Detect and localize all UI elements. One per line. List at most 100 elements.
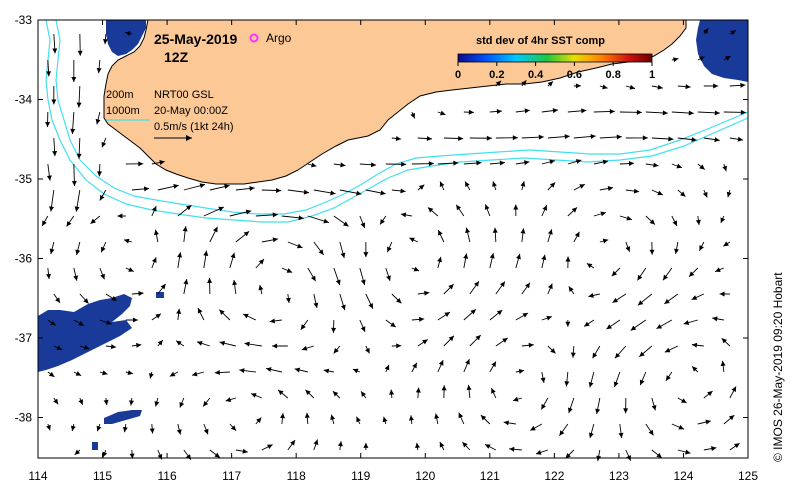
current-arrow [356, 416, 361, 425]
current-arrow [148, 371, 154, 379]
current-arrow [100, 241, 107, 253]
sst-patch-northeast [696, 20, 748, 82]
current-arrow [169, 371, 179, 377]
current-arrow [719, 291, 730, 297]
current-arrow [125, 317, 138, 323]
current-arrow [46, 163, 52, 181]
current-arrow [385, 267, 391, 281]
current-arrow [541, 108, 559, 114]
x-tick-label: 122 [544, 469, 564, 483]
current-arrow [123, 238, 132, 244]
current-arrow [480, 414, 491, 425]
argo-label: Argo [266, 31, 292, 45]
current-arrow [671, 110, 694, 116]
current-arrow [547, 81, 554, 87]
current-arrow [437, 359, 444, 373]
current-arrow [307, 215, 329, 224]
current-arrow [99, 267, 105, 280]
current-arrow [261, 237, 279, 243]
current-arrow [664, 345, 679, 353]
current-arrow [255, 417, 262, 425]
current-arrow [239, 368, 256, 374]
current-arrow [671, 57, 679, 63]
y-axis: -33 -34 -35 -36 -37 -38 [15, 13, 748, 425]
x-tick-label: 117 [222, 469, 241, 483]
current-arrow [439, 181, 445, 191]
current-arrow [695, 215, 701, 226]
title-date: 25-May-2019 [154, 31, 237, 47]
current-arrow [339, 189, 362, 196]
current-arrow [129, 449, 135, 459]
current-arrow [697, 163, 706, 170]
current-arrow [235, 231, 250, 243]
current-arrow [645, 215, 656, 225]
current-arrow [209, 449, 221, 458]
current-arrow [565, 319, 571, 327]
current-arrow [76, 85, 82, 108]
current-arrow [71, 59, 77, 83]
current-arrow [78, 397, 84, 405]
current-arrow [625, 135, 648, 141]
current-arrow [677, 397, 687, 404]
current-arrow [125, 161, 144, 167]
current-arrow [691, 342, 704, 348]
current-arrow [683, 319, 698, 325]
current-arrow [674, 241, 679, 255]
current-arrow [463, 253, 469, 269]
current-arrow [723, 241, 731, 247]
current-arrow [209, 184, 230, 191]
current-arrow [49, 189, 55, 212]
current-arrow [437, 160, 459, 166]
current-arrow [495, 135, 518, 141]
current-arrow [521, 80, 527, 87]
colorbar-ticks: 0 0.2 0.4 0.6 0.8 1 [455, 62, 655, 81]
current-arrow [464, 181, 471, 191]
current-arrow [258, 284, 264, 295]
current-arrow [729, 29, 737, 36]
current-arrow [285, 293, 291, 304]
current-arrow [176, 423, 182, 435]
current-arrow [261, 187, 282, 193]
current-arrow [46, 59, 52, 77]
colorbar-tick-label: 0 [455, 69, 461, 81]
current-arrow [570, 345, 576, 358]
current-arrow [46, 423, 51, 431]
current-arrow [179, 397, 185, 408]
current-arrow [606, 319, 621, 330]
current-arrow [74, 189, 81, 212]
current-arrow [99, 319, 112, 325]
current-arrow [313, 439, 319, 451]
current-arrow [490, 387, 497, 399]
current-arrow [385, 161, 407, 167]
current-arrow [437, 256, 442, 269]
current-arrow [618, 423, 624, 439]
current-arrow [599, 186, 614, 191]
current-arrow [593, 211, 607, 217]
current-arrow [583, 319, 595, 327]
current-arrow [541, 254, 547, 269]
y-tick-label: -38 [15, 411, 33, 425]
current-arrow [102, 33, 108, 45]
current-arrow [651, 449, 663, 459]
current-arrow [411, 316, 425, 322]
current-arrow [53, 397, 59, 405]
current-arrow [74, 449, 81, 456]
current-arrow [619, 161, 635, 167]
current-arrow [117, 213, 126, 219]
current-arrow [623, 397, 629, 414]
current-arrow [703, 28, 709, 35]
current-arrow [415, 442, 420, 451]
current-arrow [365, 189, 386, 196]
current-arrow [630, 319, 647, 331]
current-arrow [691, 366, 699, 373]
current-arrow [521, 282, 531, 295]
x-tick-label: 125 [738, 469, 758, 483]
x-tick-label: 119 [351, 469, 370, 483]
current-arrow [266, 367, 282, 373]
current-arrow [714, 267, 725, 272]
current-arrow [49, 241, 55, 255]
current-arrow [593, 159, 609, 165]
current-arrow [154, 229, 159, 243]
current-arrow [443, 135, 464, 141]
current-arrow [79, 293, 89, 304]
